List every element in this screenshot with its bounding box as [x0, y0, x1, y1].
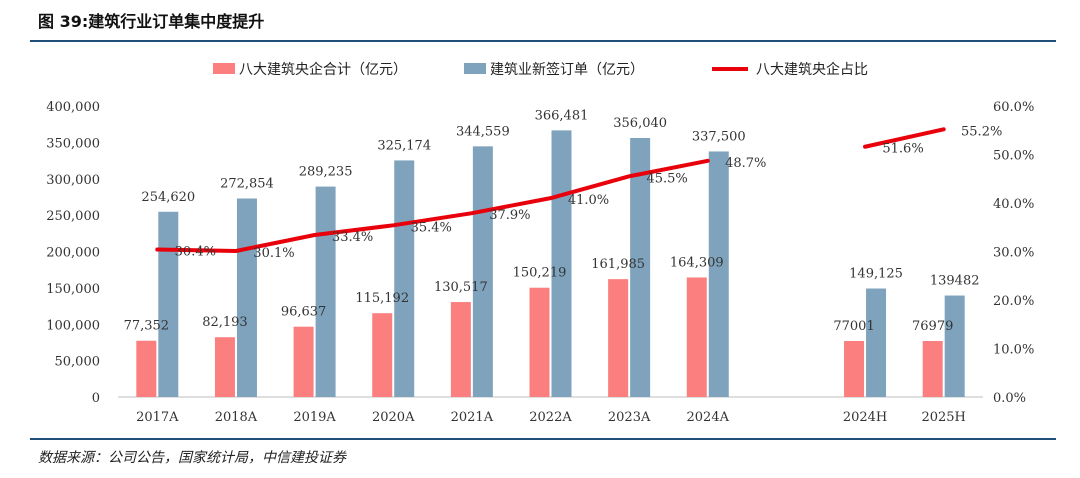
- label-new-orders: 272,854: [220, 176, 274, 191]
- bar-eight-soe: [844, 340, 865, 397]
- bar-new-orders: [551, 130, 572, 397]
- label-eight-soe: 82,193: [202, 315, 248, 330]
- y-right-tick-label: 30.0%: [993, 246, 1034, 261]
- label-eight-soe: 130,517: [434, 280, 488, 295]
- axes: 0 50,000 100,000 150,000 200,000 250,000 300,0…: [46, 100, 1034, 425]
- y-left-tick-label: 100,000: [46, 318, 100, 333]
- x-tick-label: 2017A: [136, 410, 179, 425]
- bar-new-orders: [708, 151, 729, 397]
- y-right-tick-label: 10.0%: [993, 343, 1034, 358]
- legend: 八大建筑央企合计（亿元） 建筑业新签订单（亿元） 八大建筑央企占比: [213, 61, 868, 78]
- bar-eight-soe: [529, 287, 550, 397]
- bar-new-orders: [944, 295, 965, 397]
- label-new-orders: 254,620: [141, 190, 195, 205]
- top-rule: [30, 40, 1056, 42]
- y-right-tick-label: 60.0%: [993, 100, 1034, 115]
- bar-new-orders: [472, 146, 493, 397]
- bar-new-orders: [630, 137, 651, 397]
- bar-new-orders: [315, 186, 336, 397]
- label-eight-soe: 115,192: [355, 291, 409, 306]
- label-ratio: 51.6%: [882, 142, 923, 157]
- label-eight-soe: 161,985: [591, 257, 645, 272]
- x-tick-label: 2023A: [608, 410, 651, 425]
- bars: [136, 130, 965, 397]
- bar-eight-soe: [372, 313, 393, 397]
- label-new-orders: 139482: [930, 274, 980, 289]
- x-tick-label: 2022A: [529, 410, 572, 425]
- legend-label-ratio: 八大建筑央企占比: [756, 61, 868, 78]
- y-left-tick-label: 250,000: [46, 209, 100, 224]
- label-ratio: 30.1%: [253, 246, 294, 261]
- x-tick-label: 2020A: [372, 410, 415, 425]
- label-eight-soe: 77001: [833, 319, 874, 334]
- bar-new-orders: [866, 288, 887, 397]
- bar-new-orders: [236, 198, 257, 397]
- label-new-orders: 289,235: [299, 165, 353, 180]
- y-left-tick-label: 200,000: [46, 246, 100, 261]
- label-eight-soe: 76979: [912, 319, 953, 334]
- label-ratio: 30.4%: [175, 245, 216, 260]
- bar-eight-soe: [136, 340, 157, 397]
- legend-label-new-orders: 建筑业新签订单（亿元）: [490, 61, 644, 78]
- y-left-tick-label: 50,000: [55, 355, 101, 370]
- legend-swatch-new-orders: [464, 63, 486, 74]
- y-left-tick-label: 150,000: [46, 282, 100, 297]
- label-new-orders: 356,040: [613, 116, 667, 131]
- figure-title: 图 39:建筑行业订单集中度提升: [38, 12, 265, 31]
- label-new-orders: 337,500: [692, 129, 746, 144]
- legend-swatch-eight-soe: [213, 63, 235, 74]
- label-ratio: 55.2%: [961, 124, 1002, 139]
- label-eight-soe: 77,352: [124, 319, 170, 334]
- label-ratio: 45.5%: [646, 171, 687, 186]
- ratio-line: [155, 127, 946, 254]
- bar-eight-soe: [608, 279, 629, 397]
- label-ratio: 33.4%: [332, 230, 373, 245]
- y-right-tick-label: 40.0%: [993, 197, 1034, 212]
- label-new-orders: 366,481: [535, 108, 589, 123]
- label-eight-soe: 96,637: [281, 305, 327, 320]
- y-left-tick-label: 300,000: [46, 173, 100, 188]
- label-ratio: 35.4%: [411, 220, 452, 235]
- label-ratio: 37.9%: [489, 208, 530, 223]
- ratio-line-segment: [155, 158, 710, 254]
- bar-new-orders: [394, 160, 415, 397]
- label-ratio: 41.0%: [568, 193, 609, 208]
- y-right-tick-label: 20.0%: [993, 294, 1034, 309]
- x-tick-label: 2024A: [687, 410, 730, 425]
- y-left-tick-label: 0: [92, 391, 100, 406]
- bottom-rule: [30, 438, 1056, 440]
- label-eight-soe: 150,219: [513, 266, 567, 281]
- x-tick-label: 2024H: [843, 410, 887, 425]
- bar-eight-soe: [293, 326, 314, 397]
- data-labels: 77,352 254,620 30.4% 82,193 272,854 30.1% 96,6…: [124, 108, 1003, 334]
- bar-eight-soe: [922, 340, 943, 397]
- y-right-tick-label: 0.0%: [993, 391, 1026, 406]
- x-tick-label: 2019A: [293, 410, 336, 425]
- label-new-orders: 344,559: [456, 124, 510, 139]
- source-note: 数据来源：公司公告，国家统计局，中信建投证券: [38, 450, 346, 466]
- x-tick-label: 2025H: [921, 410, 965, 425]
- label-eight-soe: 164,309: [670, 255, 724, 270]
- y-left-tick-label: 400,000: [46, 100, 100, 115]
- legend-label-eight-soe: 八大建筑央企合计（亿元）: [239, 61, 407, 78]
- label-ratio: 48.7%: [725, 156, 766, 171]
- bar-eight-soe: [686, 277, 707, 397]
- y-right-tick-label: 50.0%: [993, 149, 1034, 164]
- bar-new-orders: [158, 211, 179, 397]
- bar-eight-soe: [450, 302, 471, 397]
- x-tick-label: 2021A: [451, 410, 494, 425]
- bar-eight-soe: [214, 337, 235, 397]
- y-left-tick-label: 350,000: [46, 136, 100, 151]
- label-new-orders: 325,174: [377, 138, 431, 153]
- label-new-orders: 149,125: [849, 267, 903, 282]
- ratio-line-segment: [863, 127, 946, 149]
- x-tick-label: 2018A: [215, 410, 258, 425]
